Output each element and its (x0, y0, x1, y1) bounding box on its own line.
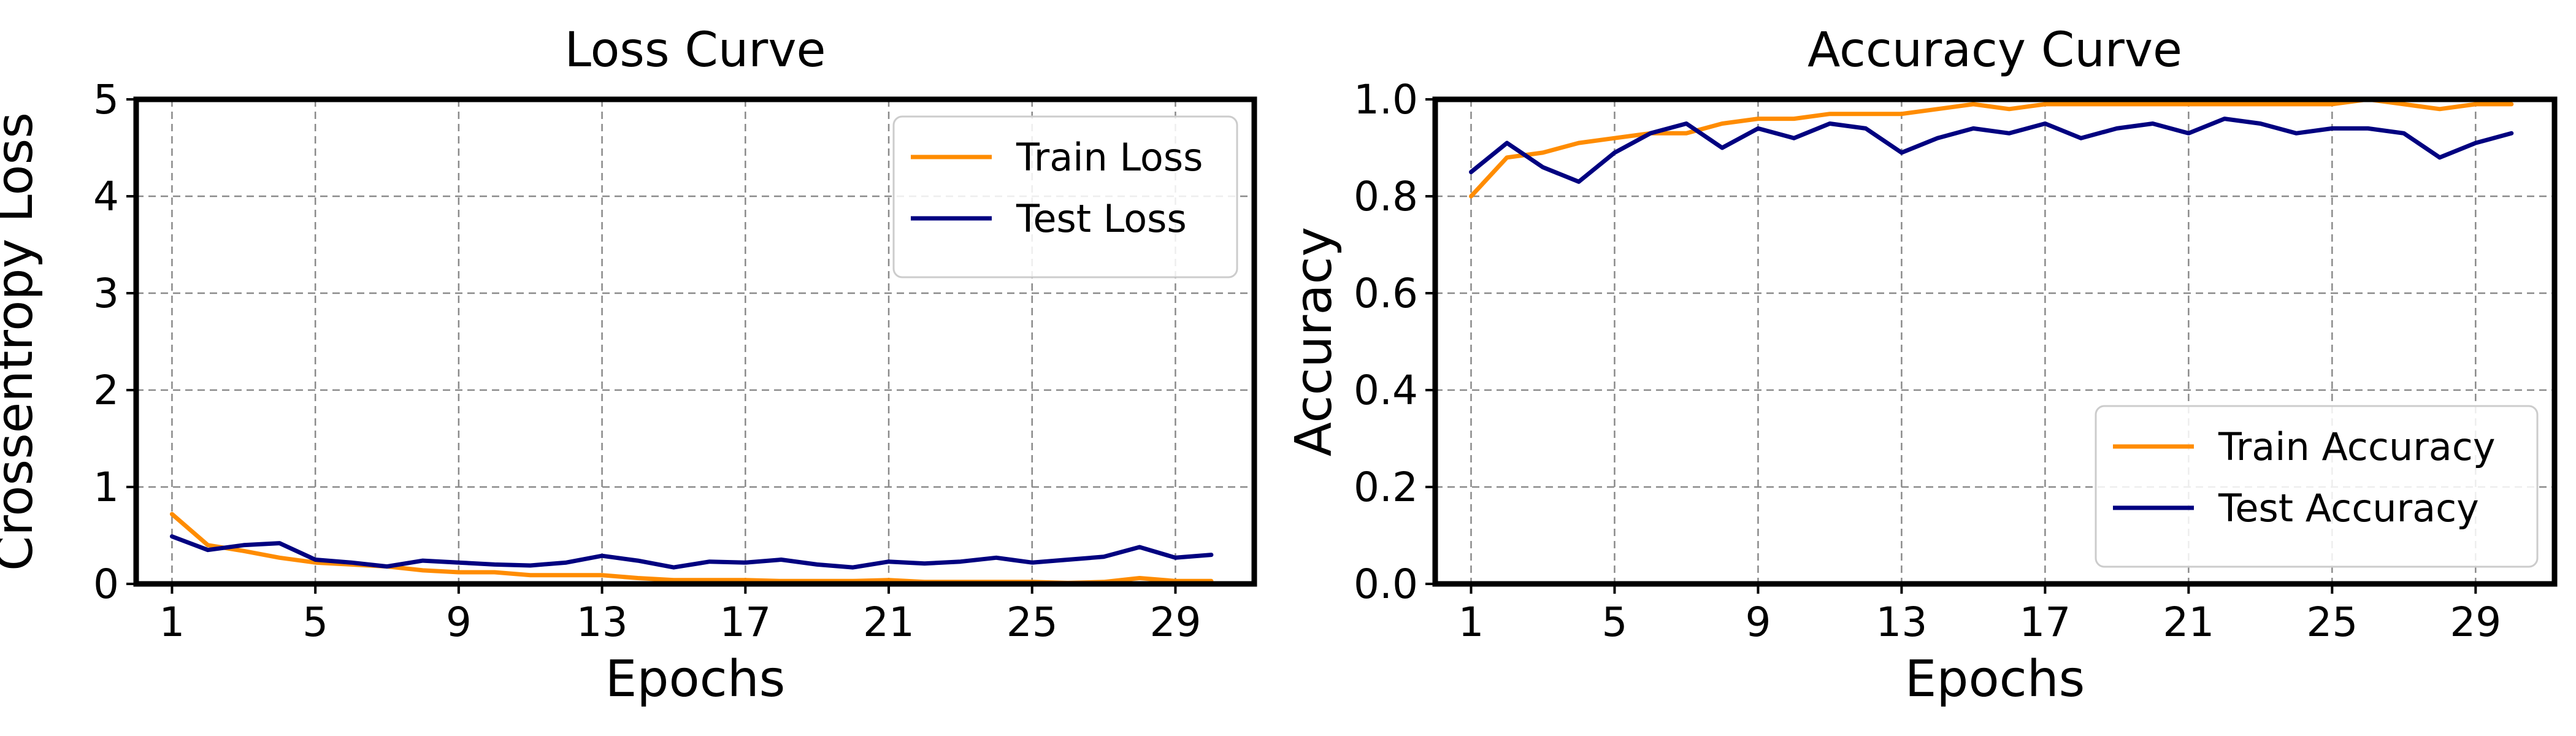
legend-box (2095, 405, 2539, 568)
legend: Train Loss Test Loss (892, 115, 1238, 278)
x-tick-label: 5 (1601, 599, 1627, 646)
chart-title: Loss Curve (565, 23, 826, 78)
x-tick-label: 17 (2019, 599, 2071, 646)
y-tick-label: 5 (93, 76, 119, 123)
series-line-train-loss (169, 512, 1214, 585)
x-tick-label: 21 (863, 599, 914, 646)
y-tick-label: 3 (93, 270, 119, 317)
chart-title: Accuracy Curve (1807, 23, 2182, 78)
x-tick-label: 13 (1876, 599, 1927, 646)
x-tick-label: 1 (159, 599, 185, 646)
x-tick-label: 29 (2450, 599, 2501, 646)
legend-label: Train Loss (1016, 135, 1203, 180)
y-tick-label: 0.2 (1354, 464, 1418, 511)
series-line-test-loss (169, 534, 1214, 570)
y-tick-label: 0.8 (1354, 173, 1418, 220)
accuracy-chart: Accuracy Curve 1 5 9 13 17 21 25 29 0.0 0.2 0.4 0.6 0… (1285, 23, 2558, 708)
y-axis-label: Accuracy (1285, 227, 1343, 456)
x-tick-label: 9 (1745, 599, 1771, 646)
legend-label: Test Accuracy (2218, 486, 2479, 531)
y-tick-label: 4 (93, 173, 119, 220)
x-tick-label: 25 (1006, 599, 1058, 646)
series-line-test-accuracy (1469, 117, 2514, 184)
legend-label: Train Accuracy (2218, 424, 2496, 469)
plot-frame (1432, 96, 2558, 587)
x-tick-label: 1 (1458, 599, 1484, 646)
x-tick-label: 29 (1149, 599, 1201, 646)
x-tick-label: 17 (719, 599, 771, 646)
x-tick-label: 21 (2163, 599, 2214, 646)
x-axis-label: Epochs (1905, 650, 2085, 708)
x-tick-label: 13 (577, 599, 628, 646)
legend-label: Test Loss (1016, 196, 1187, 241)
y-tick-label: 1.0 (1354, 76, 1418, 123)
y-tick-label: 1 (93, 464, 119, 511)
y-axis-label: Crossentropy Loss (0, 112, 44, 571)
y-tick-label: 0.0 (1354, 561, 1418, 608)
x-tick-label: 5 (302, 599, 328, 646)
y-tick-label: 0 (93, 561, 119, 608)
y-tick-label: 0.4 (1354, 367, 1418, 414)
x-tick-label: 25 (2306, 599, 2358, 646)
legend: Train Accuracy Test Accuracy (2095, 405, 2539, 568)
y-tick-label: 2 (93, 367, 119, 414)
x-axis-label: Epochs (605, 650, 786, 708)
y-tick-label: 0.6 (1354, 270, 1418, 317)
x-tick-label: 9 (446, 599, 472, 646)
plot-frame (133, 96, 1257, 587)
